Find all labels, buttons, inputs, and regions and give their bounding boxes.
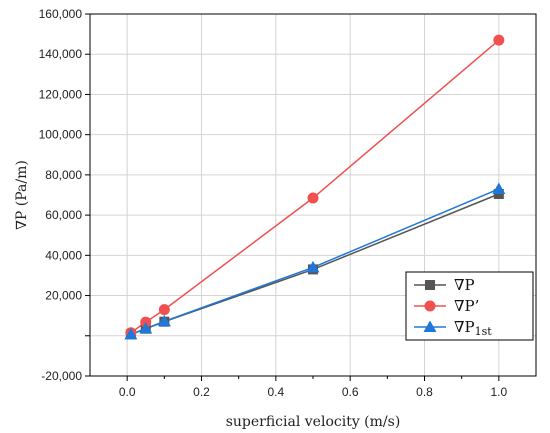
x-tick-label: 0.2 [193,385,210,399]
y-tick-label: 80,000 [45,168,82,182]
x-tick-label: 0.6 [342,385,359,399]
y-tick-label: 60,000 [45,208,82,222]
y-tick-label: 140,000 [39,47,83,61]
y-tick-label: 120,000 [39,87,83,101]
legend-marker [424,300,436,312]
y-tick-label: 20,000 [45,289,82,303]
data-point-1 [307,192,319,204]
data-point-1 [493,34,505,46]
legend: ∇P∇P’∇P1st [405,271,534,341]
legend-marker [425,280,435,290]
y-tick-label: 40,000 [45,248,82,262]
data-point-1 [158,304,170,316]
y-tick-label: -20,000 [41,369,82,383]
legend-label: ∇P’ [454,297,479,315]
y-axis: -20,000 20,000 40,000 60,000 80,000 100,000 12… [39,7,90,383]
data-point-2 [139,322,153,334]
data-point-2 [124,327,138,340]
legend-label: ∇P [454,276,475,294]
y-axis-title: ∇P (Pa/m) [14,160,30,230]
x-tick-label: 1.0 [490,385,507,399]
data-point-2 [157,314,171,327]
y-tick-label: 160,000 [39,7,83,21]
x-axis: 0.0 0.2 0.4 0.6 0.8 1.0 [119,376,507,399]
x-axis-title: superficial velocity (m/s) [226,414,401,430]
data-point-2 [492,182,506,194]
data-point-2 [306,260,320,273]
x-tick-label: 0.4 [267,385,284,399]
data-point-0 [493,188,504,199]
x-tick-label: 0.0 [119,385,136,399]
y-tick-label: 100,000 [39,128,83,142]
x-tick-label: 0.8 [416,385,433,399]
series-markers [124,34,506,340]
legend-marker [423,320,437,332]
